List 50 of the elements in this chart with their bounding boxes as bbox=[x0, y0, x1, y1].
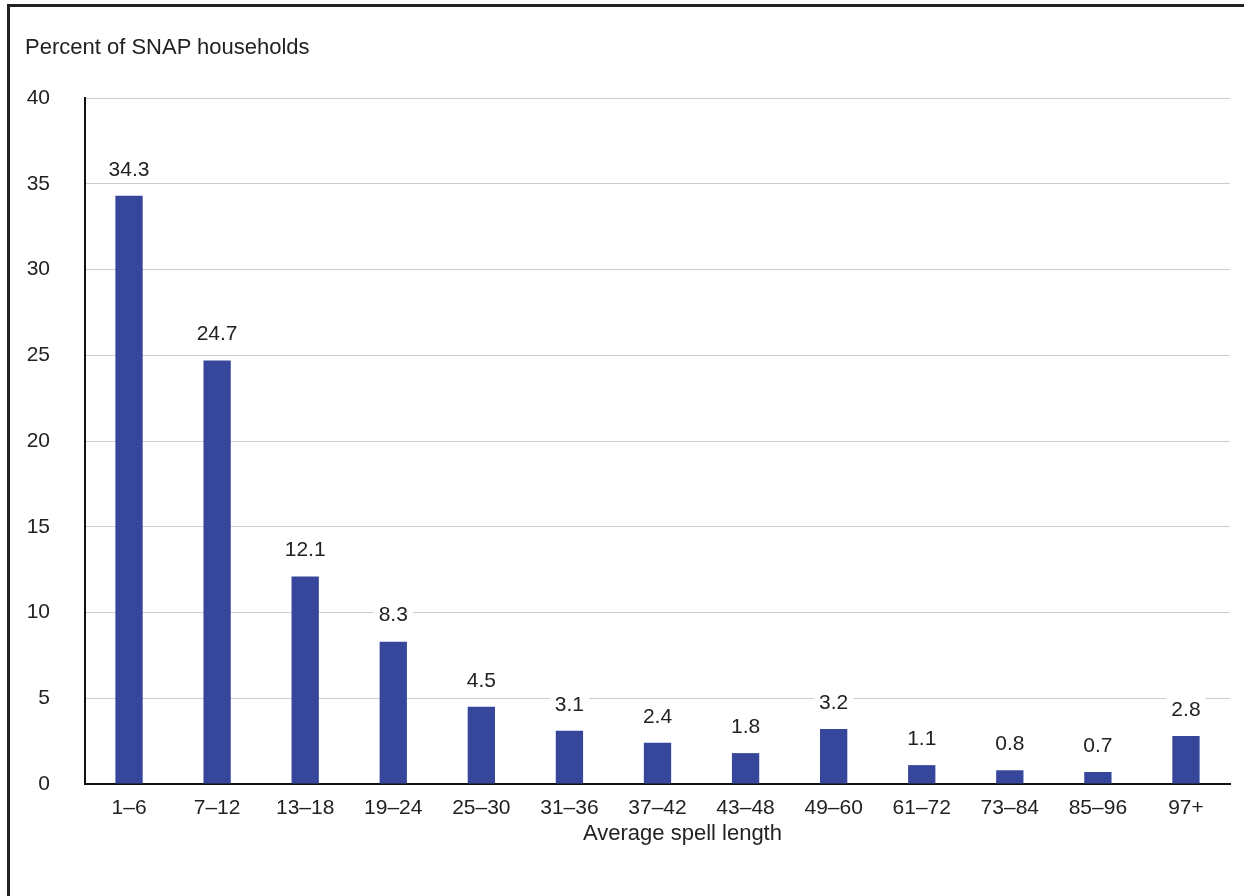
data-label: 4.5 bbox=[466, 667, 496, 691]
bar bbox=[908, 765, 936, 784]
x-tick-label: 73–84 bbox=[980, 795, 1040, 819]
x-axis-title: Average spell length bbox=[583, 820, 782, 846]
x-tick-label: 43–48 bbox=[716, 795, 775, 819]
y-tick-label: 20 bbox=[26, 427, 50, 451]
x-tick-label: 13–18 bbox=[275, 795, 335, 819]
bar bbox=[203, 360, 231, 784]
x-tick-label: 1–6 bbox=[111, 795, 147, 819]
data-label: 2.4 bbox=[642, 703, 673, 727]
bar bbox=[643, 742, 672, 784]
data-label: 12.1 bbox=[284, 537, 326, 561]
data-label: 1.8 bbox=[730, 713, 761, 737]
y-tick-label: 40 bbox=[26, 84, 50, 108]
bar bbox=[820, 729, 848, 784]
x-tick-label: 25–30 bbox=[452, 795, 511, 819]
data-label: 3.2 bbox=[819, 689, 849, 713]
bar bbox=[467, 706, 495, 784]
data-label: 2.8 bbox=[1171, 696, 1201, 720]
data-label: 34.3 bbox=[108, 156, 150, 180]
bar bbox=[1084, 772, 1112, 784]
y-tick-label: 15 bbox=[26, 513, 50, 537]
y-tick-label: 30 bbox=[26, 256, 50, 280]
x-tick-label: 37–42 bbox=[628, 795, 687, 819]
bar bbox=[379, 641, 407, 784]
y-tick-label: 0 bbox=[38, 770, 50, 794]
data-label: 0.8 bbox=[995, 731, 1025, 755]
x-tick-label: 97+ bbox=[1168, 795, 1204, 819]
data-label: 1.1 bbox=[907, 725, 937, 749]
x-tick-label: 31–36 bbox=[540, 795, 599, 819]
x-tick-label: 61–72 bbox=[892, 795, 951, 819]
bar bbox=[291, 576, 319, 784]
bar bbox=[115, 195, 143, 784]
y-axis-title: Percent of SNAP households bbox=[25, 34, 310, 60]
x-tick-label: 19–24 bbox=[364, 795, 423, 819]
bar bbox=[996, 770, 1024, 784]
x-tick-label: 7–12 bbox=[193, 795, 241, 819]
bar bbox=[731, 753, 760, 784]
y-tick-label: 25 bbox=[26, 342, 50, 366]
bar bbox=[555, 730, 584, 784]
data-label: 24.7 bbox=[196, 321, 238, 345]
x-tick-label: 49–60 bbox=[804, 795, 863, 819]
x-tick-label: 85–96 bbox=[1068, 795, 1128, 819]
y-tick-label: 10 bbox=[26, 599, 50, 623]
data-label: 0.7 bbox=[1083, 732, 1113, 756]
data-label: 3.1 bbox=[554, 691, 585, 715]
data-label: 8.3 bbox=[378, 602, 408, 626]
y-tick-label: 5 bbox=[38, 685, 50, 709]
y-tick-label: 35 bbox=[26, 170, 50, 194]
bar bbox=[1172, 735, 1200, 784]
